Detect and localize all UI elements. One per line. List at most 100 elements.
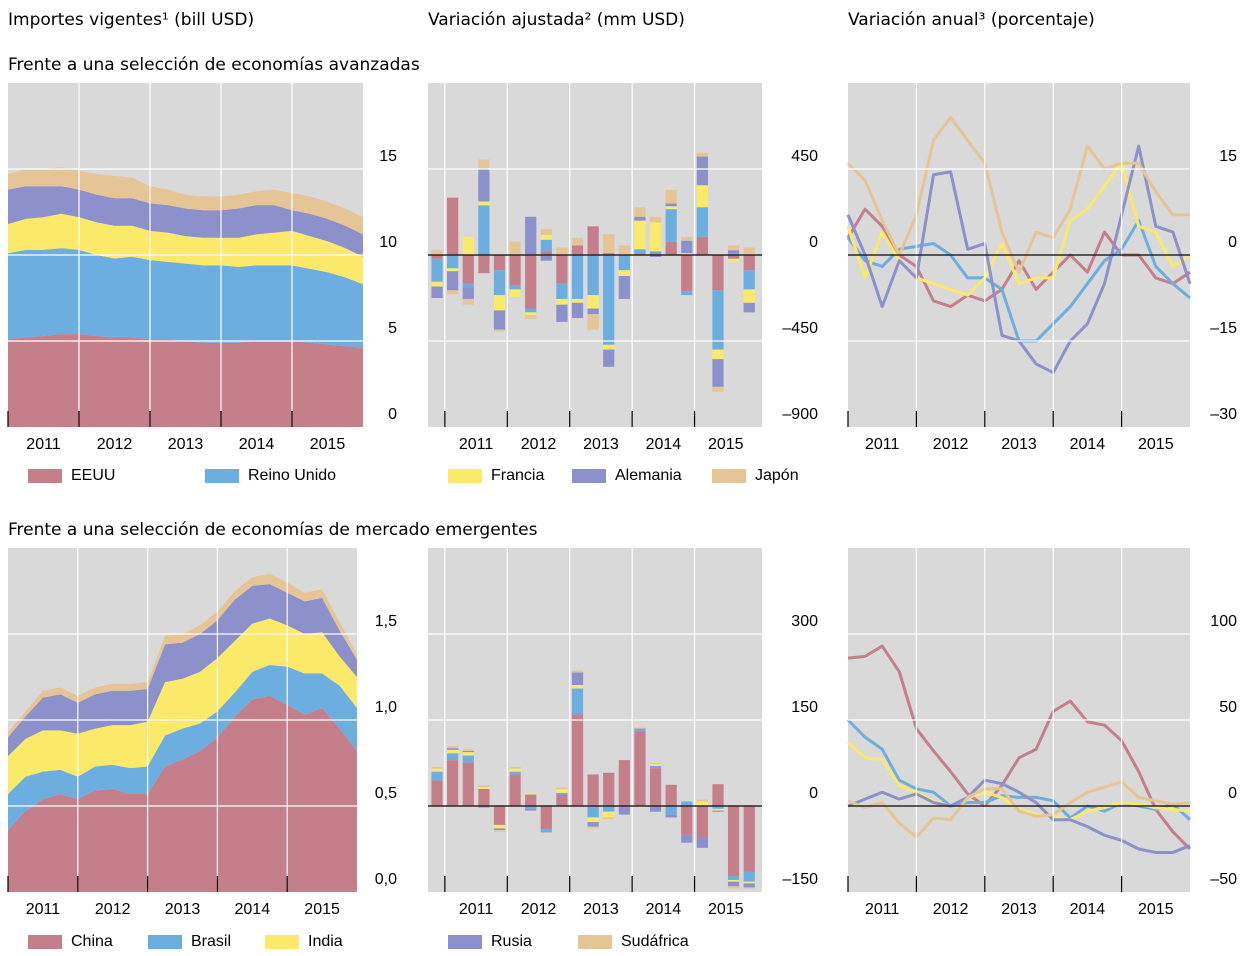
bar-segment (525, 255, 537, 309)
bar-segment (634, 728, 646, 730)
legend-swatch (265, 935, 299, 949)
legend-label: Rusia (491, 933, 532, 950)
bar-segment (727, 258, 740, 262)
bar-segment (743, 270, 755, 290)
bar-segment (462, 236, 474, 255)
bar-segment (618, 270, 630, 277)
bar-segment (665, 203, 677, 207)
bar-segment (462, 298, 474, 305)
bar-segment (649, 255, 662, 257)
legend-swatch (28, 469, 62, 483)
x-tick-label: 2011 (26, 436, 61, 453)
bar-segment (634, 731, 646, 806)
bar-segment (712, 255, 724, 291)
x-tick-label: 2014 (235, 901, 271, 918)
bar-segment (571, 672, 584, 686)
bar-segment (493, 270, 506, 296)
bar-segment (525, 794, 537, 806)
bar-segment (556, 789, 568, 793)
bar-segment (571, 685, 584, 689)
legend-label: EEUU (71, 467, 115, 484)
x-tick-label: 2013 (583, 901, 619, 918)
bar-segment (540, 828, 552, 832)
x-tick-label: 2013 (168, 436, 204, 453)
bar-segment (649, 253, 662, 255)
panel: –30 –15 0 15 2011 2012 2013 2014 2015 (846, 83, 1237, 453)
x-tick-label: 2015 (1138, 436, 1174, 453)
bar-segment (462, 255, 474, 284)
bar-segment (634, 216, 646, 221)
bar-segment (681, 236, 693, 241)
legend-label: India (308, 933, 343, 950)
bar-segment (556, 255, 568, 284)
y-tick-label: 150 (791, 699, 818, 716)
bar-segment (556, 298, 568, 305)
bar-segment (431, 286, 443, 298)
bar-segment (618, 255, 630, 271)
bar-segment (525, 308, 537, 313)
bar-segment (727, 250, 740, 254)
marks (8, 167, 363, 427)
bar-segment (509, 241, 521, 255)
bar-segment (478, 159, 490, 169)
panel: –150 0 150 300 2011 2012 2013 2014 2015 (428, 548, 818, 918)
legend-label: Reino Unido (248, 467, 336, 484)
panel: 0,0 0,5 1,0 1,5 2011 2012 2013 2014 2015 (8, 548, 397, 918)
x-tick-label: 2011 (865, 436, 900, 453)
legend-swatch (148, 935, 182, 949)
bar-segment (462, 750, 474, 753)
bar-segment (696, 207, 708, 237)
row-title: Frente a una selección de economías de m… (8, 520, 538, 540)
bar-segment (556, 304, 568, 322)
y-tick-label: –150 (782, 871, 818, 888)
bar-segment (493, 828, 506, 831)
bar-segment (712, 784, 724, 806)
bar-segment (447, 268, 459, 272)
bar-segment (665, 814, 677, 818)
bar-segment (649, 764, 662, 766)
x-tick-label: 2012 (521, 901, 557, 918)
bar-segment (665, 206, 677, 210)
bar-segment (571, 245, 584, 255)
area (8, 334, 363, 427)
bar-segment (665, 806, 677, 815)
bar-segment (649, 216, 662, 223)
bar-segment (431, 771, 443, 781)
x-tick-label: 2014 (1070, 436, 1106, 453)
bar-segment (634, 729, 646, 732)
bar-segment (509, 289, 521, 298)
legend-swatch (712, 469, 746, 483)
bar-segment (727, 253, 740, 255)
x-tick-label: 2011 (865, 901, 900, 918)
bar-segment (712, 290, 724, 350)
bar-segment (743, 302, 755, 313)
bar-segment (540, 251, 552, 255)
bar-segment (587, 308, 599, 315)
x-tick-label: 2012 (933, 436, 969, 453)
y-tick-label: 0 (809, 234, 818, 251)
y-tick-label: –450 (782, 320, 818, 337)
marks (8, 573, 357, 892)
bar-segment (478, 788, 490, 806)
bar-segment (603, 233, 615, 254)
x-tick-label: 2011 (459, 901, 494, 918)
bar-segment (509, 255, 521, 286)
bar-segment (478, 201, 490, 206)
x-tick-label: 2015 (1138, 901, 1174, 918)
bar-segment (727, 255, 740, 259)
bar-segment (447, 290, 459, 295)
bar-segment (431, 780, 443, 806)
x-tick-label: 2015 (310, 436, 346, 453)
y-tick-label: –900 (782, 406, 818, 423)
bar-segment (696, 185, 708, 208)
bar-segment (681, 834, 693, 843)
area (8, 167, 363, 235)
x-tick-label: 2014 (1070, 901, 1106, 918)
bar-segment (681, 806, 693, 835)
bar-segment (556, 283, 568, 299)
bar-segment (493, 255, 506, 271)
column-title: Variación ajustada² (mm USD) (428, 10, 685, 30)
legend-swatch (448, 935, 482, 949)
bar-segment (634, 249, 646, 254)
bar-segment (681, 255, 693, 292)
